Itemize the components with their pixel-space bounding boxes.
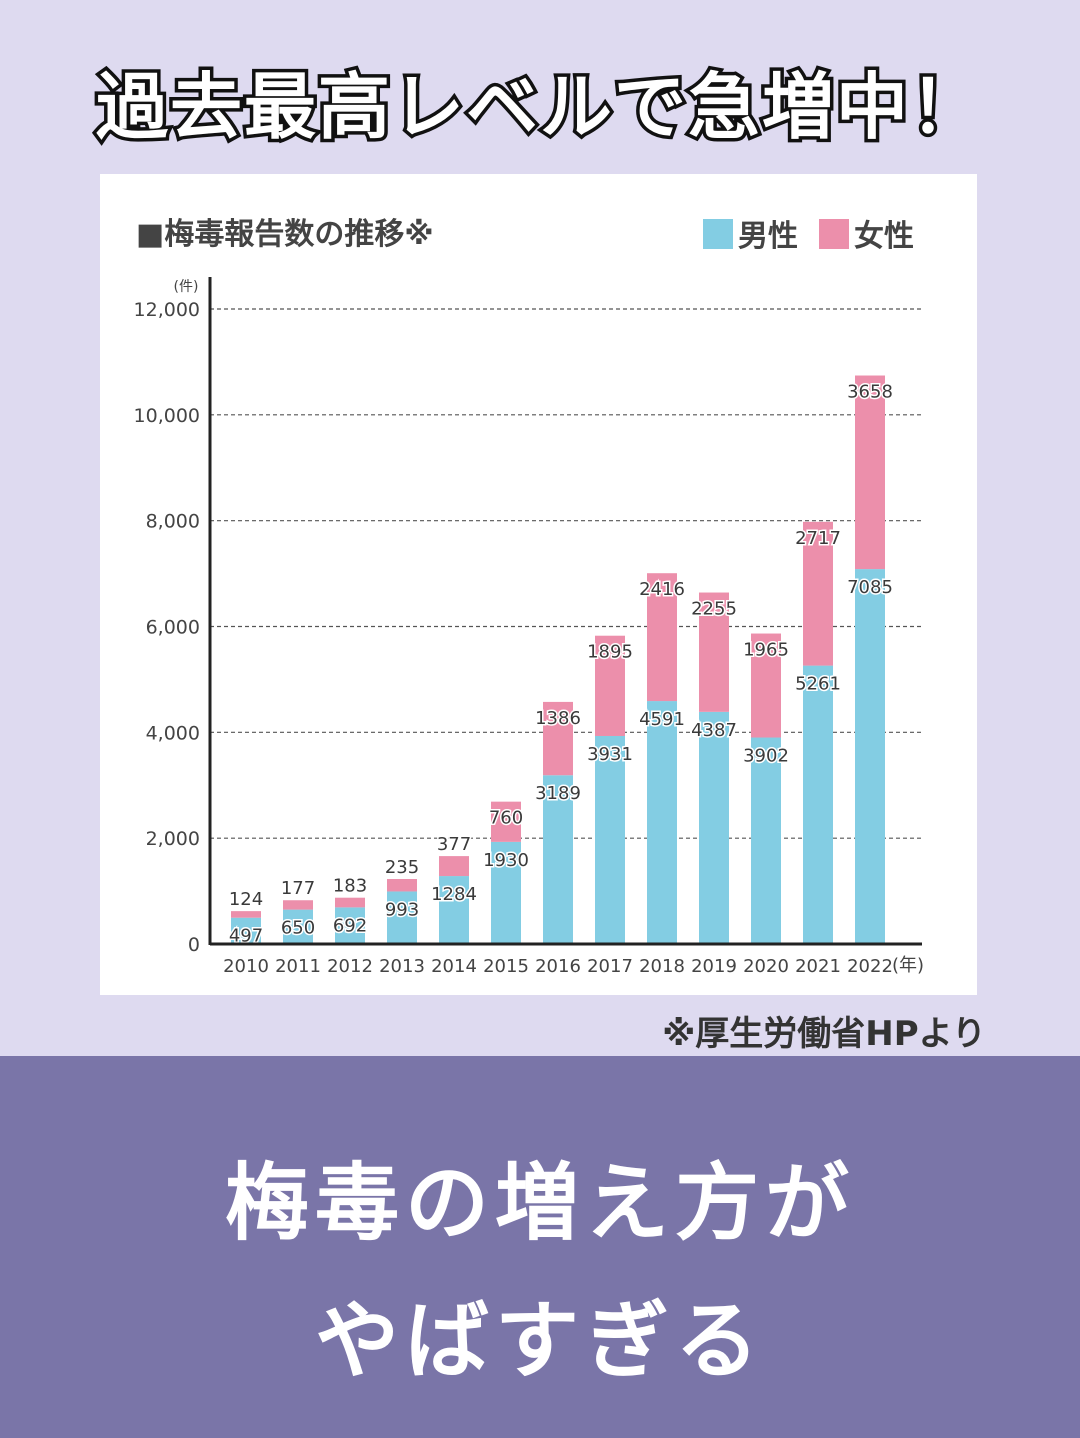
data-label-female: 2717 xyxy=(795,528,841,549)
data-label-male: 3931 xyxy=(587,744,633,765)
bar-female xyxy=(699,592,729,712)
data-label-male: 1930 xyxy=(483,850,529,871)
bar-female xyxy=(283,900,313,910)
bar-female xyxy=(595,635,625,736)
data-label-female: 3658 xyxy=(847,382,893,403)
y-axis-ticks: 0 2,000 4,000 6,000 8,000 10,000 12,000 xyxy=(134,299,200,956)
x-tick-label: 2012 xyxy=(327,956,373,977)
x-tick-label: 2016 xyxy=(535,956,581,977)
bar-male xyxy=(543,775,573,944)
data-label-male: 4387 xyxy=(691,720,737,741)
banner-line-2: やばすぎる xyxy=(314,1292,765,1390)
bar-female xyxy=(231,911,261,918)
y-tick-label: 12,000 xyxy=(134,299,200,321)
bar-female xyxy=(491,801,521,842)
legend-label-male: 男性 xyxy=(738,219,798,254)
data-label-male: 1284 xyxy=(431,884,477,905)
data-label-female: 1895 xyxy=(587,642,633,663)
bar-male xyxy=(699,711,729,944)
bar-female xyxy=(439,856,469,877)
data-label-male: 3902 xyxy=(743,746,789,767)
y-tick-label: 8,000 xyxy=(146,511,200,533)
y-tick-label: 0 xyxy=(188,934,200,956)
data-label-male: 692 xyxy=(333,915,367,936)
x-tick-label: 2019 xyxy=(691,956,737,977)
syphilis-reports-chart: ■梅毒報告数の推移※ 男性 女性 (件) (年) 0 2,000 4,000 6,00… xyxy=(134,217,925,977)
legend-swatch-male xyxy=(703,219,733,249)
bar-female xyxy=(335,897,365,908)
bar-male xyxy=(387,891,417,944)
bar-male xyxy=(231,917,261,944)
data-label-male: 3189 xyxy=(535,783,581,804)
bar-male xyxy=(491,841,521,944)
data-labels: 4971246501776921839932351284377193076031… xyxy=(227,380,894,948)
data-label-female: 2416 xyxy=(639,579,685,600)
bar-male xyxy=(595,735,625,944)
bar-female xyxy=(647,573,677,702)
x-tick-label: 2020 xyxy=(743,956,789,977)
bar-male xyxy=(751,737,781,944)
x-tick-label: 2021 xyxy=(795,956,841,977)
bars xyxy=(231,375,885,944)
data-label-female: 377 xyxy=(437,834,471,855)
x-axis-ticks: 2010 2011 2012 2013 2014 2015 2016 2017 2018 2019… xyxy=(223,956,893,977)
x-tick-label: 2018 xyxy=(639,956,685,977)
y-tick-label: 2,000 xyxy=(146,828,200,850)
bar-male xyxy=(283,909,313,944)
x-tick-label: 2013 xyxy=(379,956,425,977)
data-label-male: 4591 xyxy=(639,709,685,730)
y-unit-label: (件) xyxy=(174,279,199,295)
headline: 過去最高レベルで急増中！ xyxy=(92,62,985,153)
bar-male xyxy=(647,701,677,944)
data-label-male: 5261 xyxy=(795,674,841,695)
data-label-female: 1965 xyxy=(743,640,789,661)
x-tick-label: 2022 xyxy=(847,956,893,977)
chart-card: ■梅毒報告数の推移※ 男性 女性 (件) (年) 0 2,000 4,000 6,00… xyxy=(100,174,977,995)
data-label-female: 2255 xyxy=(691,599,737,620)
legend-swatch-female xyxy=(819,219,849,249)
bar-female xyxy=(543,701,573,776)
data-label-female: 235 xyxy=(385,857,419,878)
chart-title: ■梅毒報告数の推移※ xyxy=(136,217,434,252)
x-tick-label: 2010 xyxy=(223,956,269,977)
bar-female xyxy=(855,375,885,570)
x-tick-label: 2011 xyxy=(275,956,321,977)
banner-line-1: 梅毒の増え方が xyxy=(224,1154,855,1252)
data-label-female: 760 xyxy=(489,808,523,829)
data-label-female: 177 xyxy=(281,878,315,899)
bar-female xyxy=(751,633,781,738)
bar-male xyxy=(803,665,833,944)
legend-label-female: 女性 xyxy=(854,219,914,254)
data-label-male: 650 xyxy=(281,918,315,939)
data-label-male: 993 xyxy=(385,899,419,920)
bar-male xyxy=(335,907,365,944)
bar-male xyxy=(439,876,469,944)
y-tick-label: 6,000 xyxy=(146,617,200,639)
source-note: ※厚生労働省HPより xyxy=(662,1014,986,1054)
bar-female xyxy=(387,879,417,892)
x-tick-label: 2017 xyxy=(587,956,633,977)
data-label-female: 1386 xyxy=(535,708,581,729)
x-tick-label: 2015 xyxy=(483,956,529,977)
y-tick-label: 10,000 xyxy=(134,405,200,427)
x-tick-label: 2014 xyxy=(431,956,477,977)
y-tick-label: 4,000 xyxy=(146,722,200,744)
bar-female xyxy=(803,521,833,666)
x-unit-label: (年) xyxy=(892,955,924,976)
data-label-male: 7085 xyxy=(847,577,893,598)
legend: 男性 女性 xyxy=(703,219,914,254)
bar-male xyxy=(855,569,885,944)
bottom-banner: 梅毒の増え方が やばすぎる xyxy=(0,1056,1080,1438)
data-label-female: 183 xyxy=(333,876,367,897)
data-label-female: 124 xyxy=(229,889,263,910)
